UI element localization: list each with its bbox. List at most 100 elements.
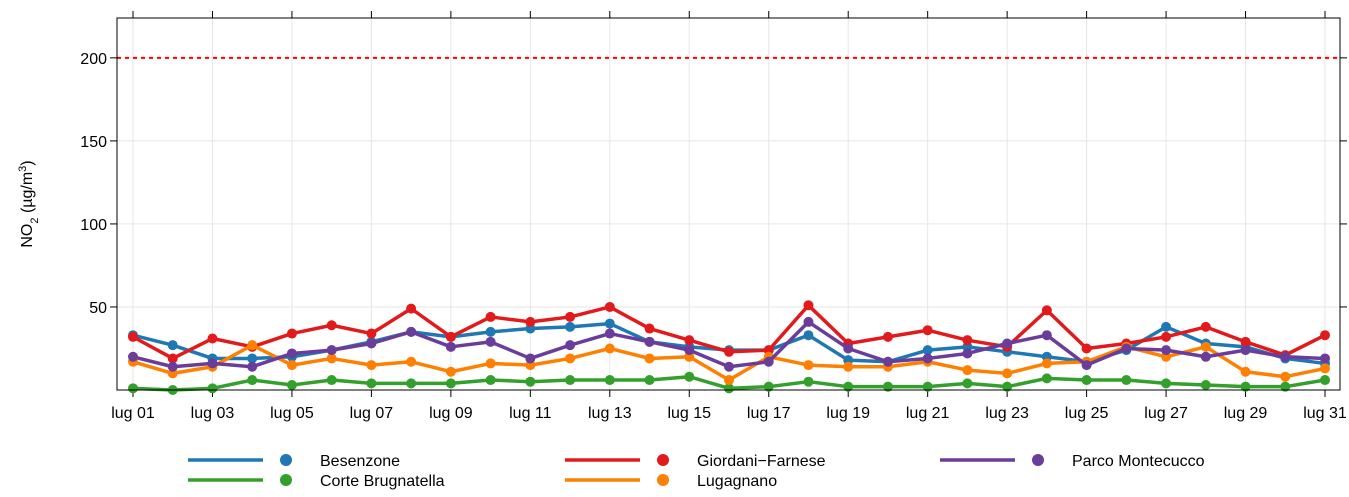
data-point [1161, 378, 1172, 389]
y-label-part: (µg/m [19, 172, 36, 218]
data-point [882, 356, 893, 367]
data-point [1320, 375, 1330, 386]
data-point [286, 380, 297, 391]
legend-dot [657, 454, 669, 466]
data-point [406, 378, 417, 389]
data-point [604, 375, 615, 386]
data-point [1121, 375, 1132, 386]
data-point [843, 343, 854, 354]
data-point [326, 320, 337, 331]
data-point [922, 345, 933, 356]
data-point [207, 358, 218, 369]
x-tick-label: lug 25 [1065, 405, 1109, 422]
data-point [724, 383, 734, 394]
x-tick-label: lug 19 [826, 405, 870, 422]
x-tick-label: lug 13 [588, 405, 632, 422]
data-point [843, 381, 854, 392]
data-point [644, 353, 655, 364]
y-tick-label: 50 [89, 300, 107, 317]
data-point [1081, 343, 1092, 354]
y-tick-label: 200 [80, 51, 107, 68]
data-point [763, 356, 774, 367]
data-point [803, 360, 814, 371]
data-point [882, 381, 893, 392]
data-point [326, 375, 337, 386]
data-point [684, 345, 695, 356]
data-point [1240, 381, 1251, 392]
data-point [1002, 368, 1013, 379]
x-tick-label: lug 31 [1303, 405, 1347, 422]
legend-label: Besenzone [320, 453, 400, 470]
data-point [286, 328, 297, 339]
data-point [1280, 371, 1291, 382]
x-tick-label: lug 09 [429, 405, 473, 422]
legend-label: Corte Brugnatella [320, 473, 445, 490]
data-point [1200, 341, 1211, 352]
x-tick-label: lug 29 [1224, 405, 1268, 422]
y-label-part: ) [19, 160, 36, 165]
data-point [565, 353, 576, 364]
x-tick-label: lug 27 [1144, 405, 1188, 422]
data-point [962, 365, 973, 376]
data-point [247, 375, 258, 386]
legend-label: Parco Montecucco [1072, 453, 1205, 470]
data-point [1041, 358, 1052, 369]
data-point [565, 311, 576, 322]
data-point [922, 381, 933, 392]
x-tick-label: lug 15 [667, 405, 711, 422]
data-point [724, 361, 734, 372]
x-tick-label: lug 23 [985, 405, 1029, 422]
legend-dot [657, 474, 669, 486]
data-point [445, 341, 456, 352]
data-point [684, 371, 695, 382]
data-point [286, 360, 297, 371]
x-tick-label: lug 01 [111, 405, 155, 422]
data-point [604, 328, 615, 339]
data-point [604, 343, 615, 354]
data-point [962, 335, 973, 346]
data-point [445, 331, 456, 342]
legend-dot [1032, 454, 1044, 466]
data-point [525, 316, 536, 327]
data-point [644, 336, 655, 347]
data-point [565, 375, 576, 386]
data-point [1200, 351, 1211, 362]
x-tick-label: lug 17 [747, 405, 791, 422]
data-point [644, 323, 655, 334]
data-point [922, 353, 933, 364]
data-point [1121, 343, 1132, 354]
data-point [724, 375, 734, 386]
y-label-part: NO [19, 224, 36, 248]
data-point [1041, 305, 1052, 316]
data-point [128, 331, 138, 342]
data-point [1161, 321, 1172, 332]
x-tick-label: lug 21 [906, 405, 950, 422]
data-point [128, 383, 138, 394]
data-point [1280, 381, 1291, 392]
y-tick-label: 100 [80, 217, 107, 234]
y-axis-label: NO2 (µg/m3) [17, 160, 41, 247]
data-point [167, 340, 178, 351]
data-point [167, 353, 178, 364]
data-point [1081, 375, 1092, 386]
data-point [724, 346, 734, 357]
data-point [843, 361, 854, 372]
data-point [485, 326, 496, 337]
data-point [1041, 373, 1052, 384]
data-point [644, 375, 655, 386]
data-point [803, 316, 814, 327]
data-point [1161, 345, 1172, 356]
data-point [445, 366, 456, 377]
data-point [803, 330, 814, 341]
data-point [1320, 330, 1330, 341]
data-point [1280, 351, 1291, 362]
data-point [962, 378, 973, 389]
y-tick-label: 150 [80, 134, 107, 151]
data-point [247, 353, 258, 364]
data-point [366, 360, 377, 371]
data-point [326, 353, 337, 364]
data-point [485, 311, 496, 322]
data-point [1081, 360, 1092, 371]
data-point [882, 331, 893, 342]
